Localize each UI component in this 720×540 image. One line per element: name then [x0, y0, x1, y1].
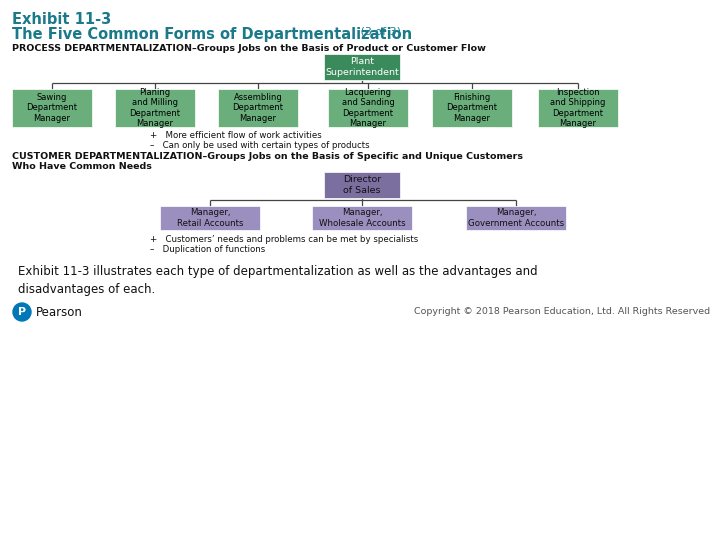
Text: Pearson: Pearson [36, 306, 83, 319]
FancyBboxPatch shape [538, 89, 618, 127]
Text: PROCESS DEPARTMENTALIZATION–Groups Jobs on the Basis of Product or Customer Flow: PROCESS DEPARTMENTALIZATION–Groups Jobs … [12, 44, 486, 53]
Text: Manager,
Wholesale Accounts: Manager, Wholesale Accounts [319, 208, 405, 228]
Text: Director
of Sales: Director of Sales [343, 176, 381, 195]
Text: –   Duplication of functions: – Duplication of functions [150, 245, 265, 254]
FancyBboxPatch shape [432, 89, 512, 127]
Text: Copyright © 2018 Pearson Education, Ltd. All Rights Reserved: Copyright © 2018 Pearson Education, Ltd.… [414, 307, 710, 316]
Text: CUSTOMER DEPARTMENTALIZATION–Groups Jobs on the Basis of Specific and Unique Cus: CUSTOMER DEPARTMENTALIZATION–Groups Jobs… [12, 152, 523, 161]
Text: Exhibit 11-3: Exhibit 11-3 [12, 12, 112, 27]
Text: Inspection
and Shipping
Department
Manager: Inspection and Shipping Department Manag… [550, 88, 606, 128]
Text: Lacquering
and Sanding
Department
Manager: Lacquering and Sanding Department Manage… [341, 88, 395, 128]
Text: Planing
and Milling
Department
Manager: Planing and Milling Department Manager [130, 88, 181, 128]
Text: Who Have Common Needs: Who Have Common Needs [12, 162, 152, 171]
Text: (3 of 3): (3 of 3) [357, 27, 401, 37]
Text: Assembling
Department
Manager: Assembling Department Manager [233, 93, 284, 123]
Text: The Five Common Forms of Departmentalization: The Five Common Forms of Departmentaliza… [12, 27, 412, 42]
Text: Sawing
Department
Manager: Sawing Department Manager [27, 93, 78, 123]
FancyBboxPatch shape [324, 172, 400, 198]
Text: +   Customers’ needs and problems can be met by specialists: + Customers’ needs and problems can be m… [150, 235, 418, 244]
Text: +   More efficient flow of work activities: + More efficient flow of work activities [150, 131, 322, 140]
FancyBboxPatch shape [324, 54, 400, 80]
Circle shape [13, 303, 31, 321]
FancyBboxPatch shape [328, 89, 408, 127]
Text: Exhibit 11-3 illustrates each type of departmentalization as well as the advanta: Exhibit 11-3 illustrates each type of de… [18, 265, 538, 296]
Text: Finishing
Department
Manager: Finishing Department Manager [446, 93, 498, 123]
Text: Manager,
Government Accounts: Manager, Government Accounts [468, 208, 564, 228]
Text: P: P [18, 307, 26, 317]
FancyBboxPatch shape [466, 206, 566, 230]
FancyBboxPatch shape [218, 89, 298, 127]
Text: –   Can only be used with certain types of products: – Can only be used with certain types of… [150, 141, 369, 150]
FancyBboxPatch shape [160, 206, 260, 230]
FancyBboxPatch shape [115, 89, 195, 127]
Text: Plant
Superintendent: Plant Superintendent [325, 57, 399, 77]
FancyBboxPatch shape [12, 89, 92, 127]
FancyBboxPatch shape [312, 206, 412, 230]
Text: Manager,
Retail Accounts: Manager, Retail Accounts [176, 208, 243, 228]
